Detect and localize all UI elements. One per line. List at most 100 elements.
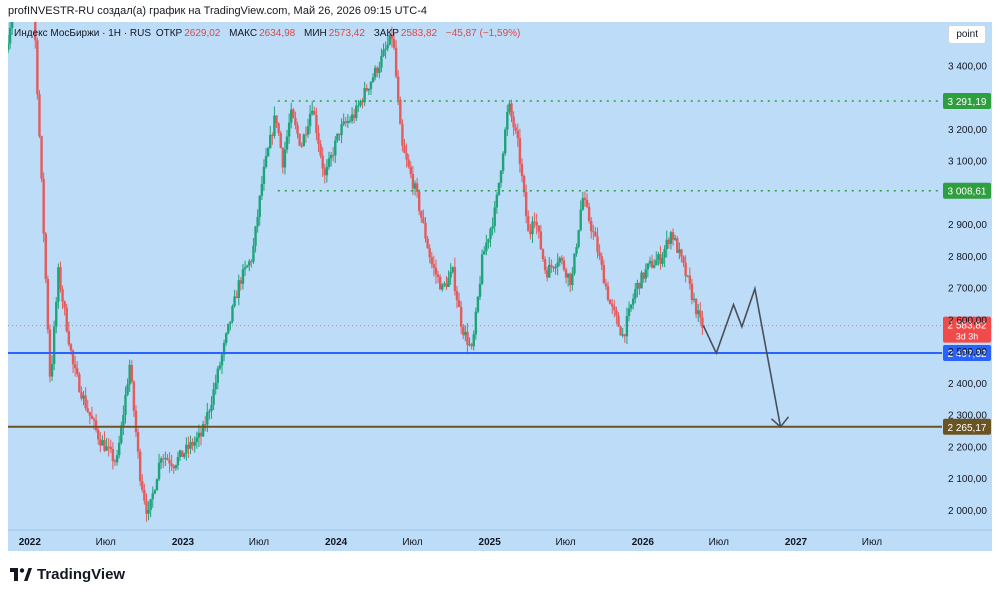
candle-body — [585, 199, 589, 207]
candle-body — [638, 282, 641, 289]
candle-body — [97, 429, 100, 440]
candle-body — [128, 364, 131, 385]
candle-body — [480, 254, 484, 284]
candle-body — [94, 420, 98, 430]
chart-author-line: profINVESTR-RU создал(а) график на Tradi… — [8, 5, 427, 17]
candle-body — [388, 34, 392, 45]
x-tick-label: 2024 — [325, 537, 348, 548]
candle-body — [220, 354, 224, 366]
candle-body — [407, 159, 410, 167]
candle-body — [581, 197, 585, 210]
candle-body — [611, 304, 614, 307]
candle-body — [187, 444, 190, 449]
point-mode-button[interactable]: point — [948, 25, 986, 44]
candle-body — [371, 77, 375, 82]
legend-open-value: 2629,02 — [184, 28, 221, 39]
candle-body — [415, 183, 419, 192]
candle-body — [390, 34, 394, 39]
candle-body — [281, 147, 285, 168]
candle-body — [667, 239, 671, 244]
candle-body — [508, 103, 511, 112]
candle-body — [73, 364, 77, 369]
level-price-label-2: 2 497,32 — [948, 349, 987, 360]
candle-body — [602, 264, 606, 284]
candle-body — [304, 134, 308, 136]
candle-body — [409, 166, 413, 175]
y-tick-label: 2 400,00 — [948, 379, 987, 390]
candle-body — [636, 282, 639, 290]
candle-body — [449, 271, 452, 278]
candle-body — [235, 296, 238, 299]
candle-body — [663, 249, 666, 258]
candle-body — [422, 217, 425, 223]
candle-body — [292, 109, 295, 118]
chart-canvas[interactable]: 3 291,19 3 008,61 2 497,32 2 265,17 2 583,82… — [8, 22, 992, 551]
candle-body — [168, 459, 171, 464]
x-tick-label: Июл — [249, 537, 269, 548]
candle-body — [143, 489, 146, 501]
candle-body — [36, 40, 39, 95]
level-price-tag-0 — [943, 92, 991, 109]
candle-body — [438, 277, 442, 290]
candle-body — [243, 267, 247, 270]
candle-body — [71, 350, 75, 365]
candle-body — [254, 226, 257, 246]
candle-body — [120, 425, 123, 443]
candle-body — [629, 304, 633, 309]
candle-body — [308, 113, 312, 127]
candle-body — [346, 121, 350, 123]
candle-body — [564, 269, 568, 278]
candle-body — [554, 266, 557, 269]
x-tick-label: 2023 — [172, 537, 195, 548]
x-tick-label: Июл — [862, 537, 882, 548]
candle-body — [457, 300, 461, 307]
legend-high-label: МАКС — [229, 28, 258, 39]
candle-body — [673, 238, 677, 240]
candle-body — [443, 283, 446, 285]
candle-body — [634, 289, 637, 299]
candle-body — [472, 334, 475, 347]
chart-area[interactable]: 3 291,19 3 008,61 2 497,32 2 265,17 2 583,82… — [8, 22, 992, 551]
candle-body — [38, 94, 41, 137]
candle-body — [646, 263, 650, 270]
candle-body — [539, 231, 543, 250]
candle-body — [208, 411, 211, 413]
candle-body — [149, 499, 152, 510]
candle-body — [430, 257, 433, 265]
candle-body — [359, 101, 362, 106]
candle-body — [10, 22, 14, 28]
candle-body — [648, 260, 652, 264]
candle-body — [485, 242, 488, 252]
candle-body — [57, 267, 60, 302]
candle-body — [76, 368, 79, 375]
candle-body — [680, 249, 683, 257]
candle-body — [69, 344, 73, 351]
candle-body — [652, 265, 656, 268]
candle-body — [348, 120, 352, 122]
y-tick-label: 3 400,00 — [948, 61, 987, 72]
candle-body — [594, 232, 597, 237]
candle-body — [642, 272, 645, 279]
candle-body — [552, 266, 555, 269]
candle-body — [159, 458, 163, 463]
candle-body — [378, 67, 381, 73]
candle-body — [124, 394, 127, 415]
candle-body — [493, 207, 496, 227]
legend-high-value: 2634,98 — [259, 28, 296, 39]
candle-body — [252, 245, 255, 262]
candle-body — [514, 127, 517, 131]
tradingview-logo[interactable]: TradingView — [10, 566, 125, 583]
candle-body — [420, 210, 423, 218]
candle-body — [141, 481, 144, 490]
y-tick-label: 3 200,00 — [948, 125, 987, 136]
candle-body — [176, 457, 180, 466]
candle-body — [306, 126, 310, 135]
price-axis — [942, 22, 992, 551]
candle-body — [382, 49, 385, 56]
candle-body — [302, 134, 306, 147]
candle-body — [608, 299, 612, 305]
x-tick-label: Июл — [96, 537, 116, 548]
candle-body — [336, 133, 339, 141]
candle-body — [275, 115, 278, 124]
candle-body — [476, 296, 480, 312]
